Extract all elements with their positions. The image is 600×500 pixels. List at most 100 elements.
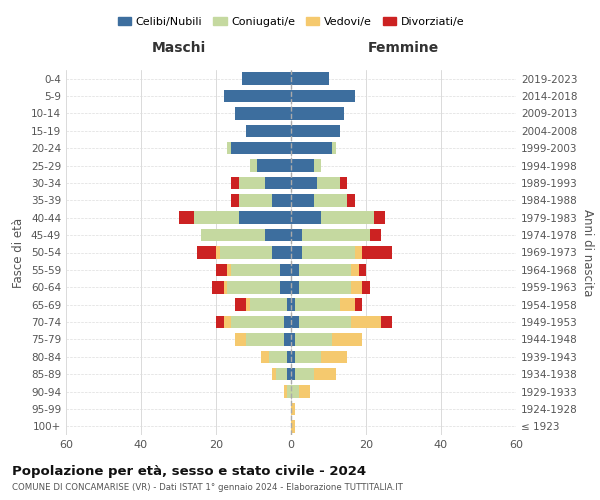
Bar	[332, 142, 336, 154]
Bar	[291, 281, 299, 293]
Bar	[287, 368, 291, 380]
Bar	[370, 229, 381, 241]
Text: Popolazione per età, sesso e stato civile - 2024: Popolazione per età, sesso e stato civil…	[12, 465, 366, 478]
Bar	[362, 281, 370, 293]
Bar	[276, 368, 287, 380]
Bar	[351, 264, 359, 276]
Bar	[201, 229, 265, 241]
Bar	[239, 194, 272, 206]
Bar	[223, 316, 231, 328]
Bar	[332, 333, 362, 345]
Bar	[291, 72, 329, 85]
Bar	[287, 298, 291, 311]
Bar	[291, 107, 343, 120]
Bar	[340, 298, 355, 311]
Bar	[246, 298, 250, 311]
Bar	[291, 316, 299, 328]
Bar	[216, 246, 220, 259]
Bar	[272, 194, 291, 206]
Bar	[314, 368, 336, 380]
Bar	[284, 316, 291, 328]
Bar	[227, 264, 231, 276]
Bar	[355, 298, 362, 311]
Bar	[291, 350, 295, 363]
Bar	[239, 212, 291, 224]
Bar	[295, 298, 340, 311]
Bar	[235, 107, 291, 120]
Bar	[231, 176, 239, 189]
Bar	[231, 316, 284, 328]
Bar	[299, 281, 351, 293]
Y-axis label: Anni di nascita: Anni di nascita	[581, 209, 594, 296]
Bar	[269, 350, 287, 363]
Bar	[351, 281, 362, 293]
Bar	[284, 386, 287, 398]
Bar	[179, 212, 193, 224]
Bar	[317, 176, 340, 189]
Bar	[299, 264, 351, 276]
Bar	[291, 124, 340, 137]
Bar	[291, 246, 302, 259]
Bar	[295, 350, 321, 363]
Bar	[381, 316, 392, 328]
Bar	[223, 281, 227, 293]
Bar	[280, 264, 291, 276]
Bar	[235, 298, 246, 311]
Bar	[291, 402, 295, 415]
Bar	[272, 246, 291, 259]
Bar	[314, 160, 321, 172]
Bar	[287, 386, 291, 398]
Bar	[291, 333, 295, 345]
Bar	[216, 316, 223, 328]
Bar	[295, 333, 332, 345]
Bar	[227, 281, 280, 293]
Bar	[261, 350, 269, 363]
Bar	[220, 246, 272, 259]
Bar	[231, 194, 239, 206]
Bar	[291, 264, 299, 276]
Bar	[302, 246, 355, 259]
Bar	[362, 246, 392, 259]
Y-axis label: Fasce di età: Fasce di età	[13, 218, 25, 288]
Bar	[373, 212, 385, 224]
Bar	[302, 229, 370, 241]
Bar	[257, 160, 291, 172]
Bar	[246, 124, 291, 137]
Bar	[235, 333, 246, 345]
Bar	[291, 176, 317, 189]
Bar	[314, 194, 347, 206]
Bar	[321, 212, 373, 224]
Bar	[321, 350, 347, 363]
Bar	[291, 420, 295, 432]
Bar	[265, 176, 291, 189]
Bar	[359, 264, 366, 276]
Text: Femmine: Femmine	[368, 42, 439, 56]
Bar	[291, 386, 299, 398]
Bar	[291, 368, 295, 380]
Bar	[212, 281, 223, 293]
Text: Maschi: Maschi	[151, 42, 206, 56]
Bar	[239, 176, 265, 189]
Bar	[272, 368, 276, 380]
Text: COMUNE DI CONCAMARISE (VR) - Dati ISTAT 1° gennaio 2024 - Elaborazione TUTTITALI: COMUNE DI CONCAMARISE (VR) - Dati ISTAT …	[12, 482, 403, 492]
Bar	[242, 72, 291, 85]
Bar	[246, 333, 284, 345]
Bar	[231, 142, 291, 154]
Bar	[223, 90, 291, 102]
Bar	[291, 212, 321, 224]
Bar	[295, 368, 314, 380]
Bar	[231, 264, 280, 276]
Bar	[291, 298, 295, 311]
Bar	[291, 142, 332, 154]
Bar	[216, 264, 227, 276]
Bar	[355, 246, 362, 259]
Bar	[291, 229, 302, 241]
Bar	[193, 212, 239, 224]
Bar	[250, 298, 287, 311]
Bar	[197, 246, 216, 259]
Bar	[299, 316, 351, 328]
Bar	[291, 160, 314, 172]
Bar	[291, 194, 314, 206]
Bar	[299, 386, 310, 398]
Legend: Celibi/Nubili, Coniugati/e, Vedovi/e, Divorziati/e: Celibi/Nubili, Coniugati/e, Vedovi/e, Di…	[118, 17, 464, 27]
